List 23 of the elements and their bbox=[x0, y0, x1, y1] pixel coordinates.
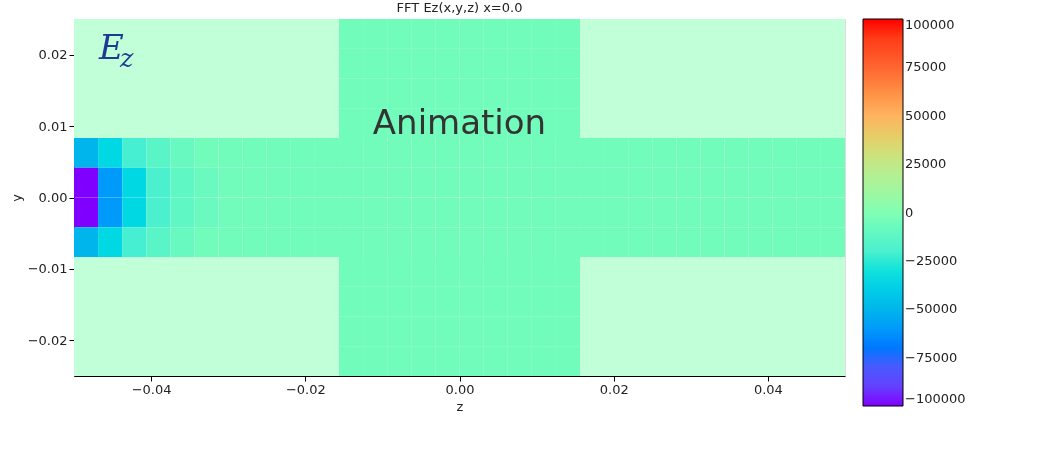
x-tick-label: 0.04 bbox=[753, 381, 783, 397]
color-bar-label: −75000 bbox=[905, 349, 958, 365]
annotation: Animation bbox=[372, 102, 547, 142]
x-tick-label: 0.00 bbox=[445, 381, 475, 397]
color-bar-label: 25000 bbox=[905, 156, 947, 172]
color-bar-label: 0 bbox=[905, 204, 914, 220]
color-bar-label: −100000 bbox=[905, 391, 966, 406]
chart-title: FFT Ez(x,y,z) x=0.0 bbox=[396, 0, 523, 15]
x-axis-title: z bbox=[456, 398, 464, 414]
y-tick-label: 0.01 bbox=[38, 118, 68, 134]
y-tick-label: 0.02 bbox=[38, 47, 68, 63]
y-tick-label: −0.02 bbox=[27, 332, 68, 348]
color-bar-label: 50000 bbox=[905, 107, 947, 123]
x-tick-label: 0.02 bbox=[599, 381, 629, 397]
x-tick-label: −0.04 bbox=[131, 381, 172, 397]
y-tick-label: 0.00 bbox=[38, 190, 68, 205]
color-bar-label: −50000 bbox=[905, 301, 958, 317]
y-axis-title: y bbox=[8, 193, 24, 202]
color-bar-label: 100000 bbox=[905, 17, 955, 32]
y-tick-label: −0.01 bbox=[27, 261, 68, 277]
x-tick-label: −0.02 bbox=[285, 381, 326, 397]
color-bar-label: 75000 bbox=[905, 59, 947, 75]
color-bar-label: −25000 bbox=[905, 252, 958, 268]
